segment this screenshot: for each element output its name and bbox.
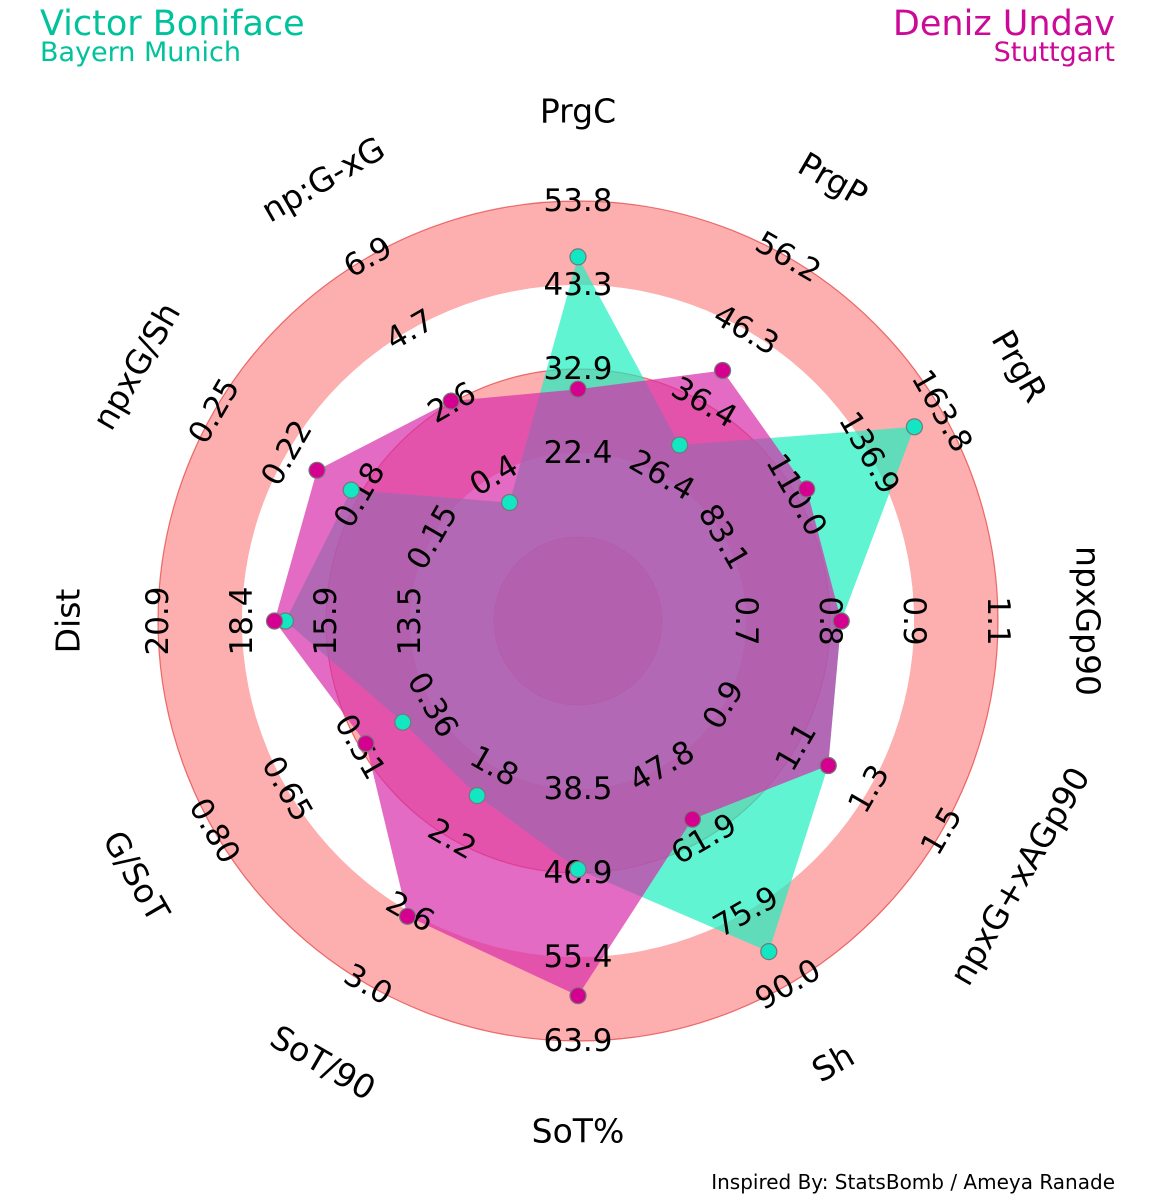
series-1-point (501, 493, 519, 512)
tick-label: 22.4 (543, 435, 612, 471)
tick-label: 0.9 (896, 596, 932, 645)
series-1-point (569, 248, 587, 266)
param-label: PrgC (540, 92, 616, 131)
series-2-point (357, 734, 375, 753)
series-2-point (819, 756, 837, 775)
series-2-point (265, 612, 284, 630)
param-label: Dist (49, 589, 88, 654)
tick-label: 15.9 (308, 586, 344, 655)
series-2-point (713, 361, 732, 380)
param-label: npxG+xAGp90 (942, 760, 1098, 991)
series-2-point (569, 380, 587, 398)
tick-label: 18.4 (224, 586, 260, 655)
tick-label: 38.5 (543, 771, 612, 807)
credit-text: Inspired By: StatsBomb / Ameya Ranade (711, 1170, 1115, 1194)
param-label: PrgP (792, 144, 875, 214)
player2-name: Deniz Undav (892, 4, 1115, 44)
series-2-point (308, 461, 326, 479)
tick-label: 20.9 (140, 586, 176, 655)
series-1-point (569, 860, 587, 879)
series-2-point (569, 987, 587, 1005)
tick-label: 53.8 (543, 183, 612, 219)
player2-team: Stuttgart (993, 37, 1115, 68)
param-label: Sh (805, 1035, 861, 1090)
param-label: npxGp90 (1069, 546, 1108, 696)
series-1-point (394, 713, 412, 731)
param-label: np:G-xG (255, 129, 392, 231)
radar-polygons (274, 256, 915, 996)
param-label: PrgR (984, 323, 1056, 408)
series-2-point (398, 907, 417, 925)
param-label: npxG/Sh (84, 296, 188, 437)
series-1-point (670, 436, 689, 454)
radar-markers (265, 248, 924, 1005)
series-polygon-2 (274, 370, 842, 996)
series-1-point (760, 942, 778, 961)
series-1-point (342, 481, 360, 499)
player1-team: Bayern Munich (40, 37, 241, 68)
param-label: SoT/90 (264, 1017, 383, 1108)
series-2-point (683, 810, 702, 828)
tick-label: 1.1 (980, 596, 1016, 645)
series-2-point (832, 612, 850, 630)
param-label: SoT% (532, 1112, 625, 1151)
series-1-point (905, 418, 924, 436)
param-label: G/SoT (95, 824, 178, 929)
tick-label: 43.3 (543, 267, 612, 303)
tick-label: 13.5 (392, 586, 428, 655)
series-2-point (442, 392, 460, 410)
tick-label: 0.7 (728, 596, 764, 645)
tick-label: 55.4 (543, 939, 612, 975)
series-2-point (798, 480, 816, 498)
player1-name: Victor Boniface (40, 4, 305, 44)
tick-label: 63.9 (543, 1023, 612, 1059)
series-1-point (468, 786, 486, 805)
